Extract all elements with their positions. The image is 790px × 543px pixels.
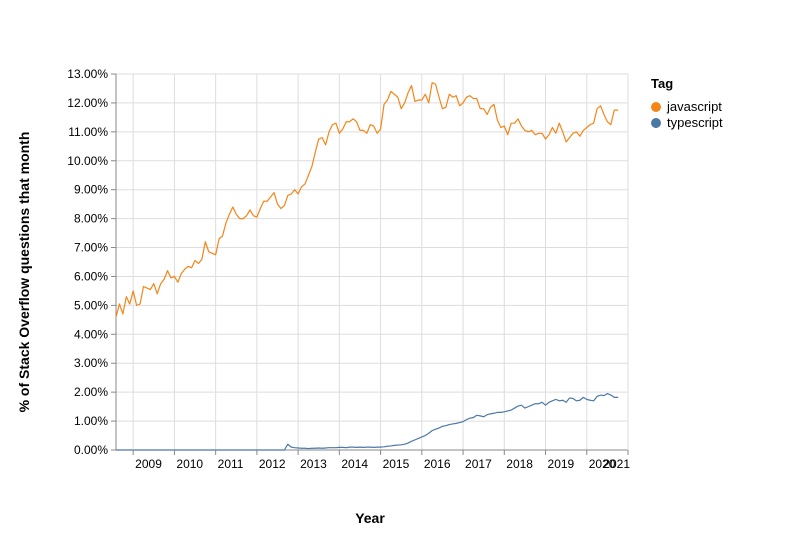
x-tick-label: 2009 (135, 457, 162, 471)
y-axis: 0.00% 1.00% 2.00% 3.00% 4.00% 5.00% 6.00% 7.00%… (67, 67, 116, 457)
x-tick-label: 2014 (341, 457, 368, 471)
legend-title: Tag (651, 76, 673, 91)
x-axis-title: Year (355, 510, 385, 526)
legend-swatch-javascript (651, 102, 661, 112)
x-tick-label: 2011 (218, 457, 244, 471)
legend: Tag javascript typescript (651, 76, 723, 130)
y-axis-title: % of Stack Overflow questions that month (16, 132, 32, 413)
x-tick-label: 2019 (548, 457, 575, 471)
x-tick-label: 2012 (259, 457, 286, 471)
y-tick-label: 11.00% (68, 125, 108, 139)
y-tick-label: 2.00% (74, 385, 108, 399)
y-tick-label: 13.00% (67, 67, 108, 81)
y-tick-label: 12.00% (67, 96, 108, 110)
x-tick-label: 2013 (300, 457, 327, 471)
legend-label-javascript: javascript (666, 99, 722, 114)
series-line-javascript (115, 82, 619, 318)
y-tick-label: 5.00% (74, 298, 108, 312)
legend-swatch-typescript (651, 118, 661, 128)
y-tick-label: 10.00% (67, 154, 108, 168)
y-tick-label: 6.00% (74, 269, 108, 283)
gridlines (116, 73, 629, 451)
series-layer (115, 82, 619, 451)
x-tick-label: 2016 (424, 457, 451, 471)
x-tick-label: 2010 (176, 457, 203, 471)
y-tick-label: 8.00% (74, 212, 108, 226)
y-tick-label: 1.00% (74, 414, 108, 428)
legend-label-typescript: typescript (667, 115, 723, 130)
series-line-typescript (115, 393, 619, 451)
y-tick-label: 9.00% (74, 183, 108, 197)
x-tick-label: 2021 (603, 457, 630, 471)
x-tick-label: 2017 (465, 457, 492, 471)
y-tick-label: 0.00% (74, 443, 108, 457)
x-axis: 2009 2010 2011 2012 2013 2014 2015 2016 2017 2018… (132, 450, 630, 471)
x-tick-label: 2020 (589, 457, 616, 471)
y-tick-label: 4.00% (74, 327, 108, 341)
x-tick-label: 2018 (506, 457, 533, 471)
y-tick-label: 7.00% (74, 241, 108, 255)
x-tick-label: 2015 (383, 457, 410, 471)
y-tick-label: 3.00% (74, 356, 108, 370)
